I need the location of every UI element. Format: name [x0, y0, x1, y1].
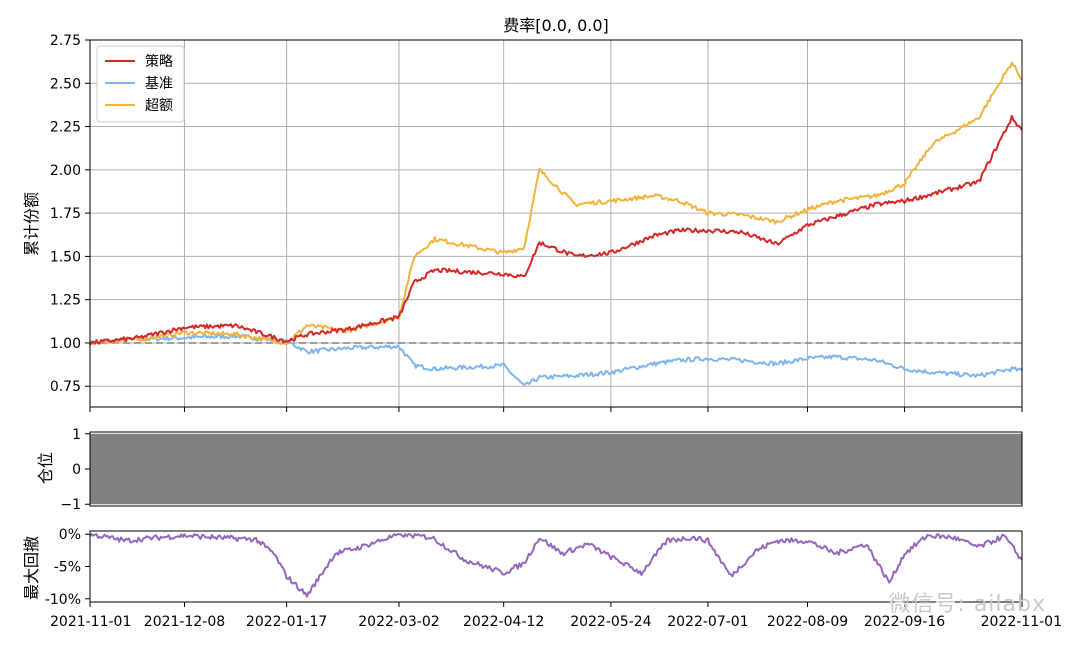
drawdown-x-ticks: 2021-11-01 2021-12-08 2022-01-17 2022-03-02…: [50, 602, 1062, 630]
drawdown-series: [89, 533, 1023, 598]
strategy-line: [89, 114, 1023, 346]
legend: 策略 基准 超额: [96, 45, 185, 123]
y-tick-label: 2.00: [50, 163, 81, 179]
x-tick-label: 2022-09-16: [864, 614, 945, 630]
drawdown-y-tick-label: -5%: [54, 560, 81, 576]
position-fill: [90, 433, 1022, 505]
legend-label-benchmark: 基准: [145, 75, 173, 92]
x-tick-label: 2021-11-01: [50, 614, 131, 630]
x-tick-label: 2022-03-02: [358, 614, 439, 630]
x-tick-label: 2022-04-12: [463, 614, 544, 630]
drawdown-y-tick-label: 0%: [59, 527, 81, 543]
watermark: 微信号: ailabx: [888, 592, 1046, 617]
y-tick-label: 2.75: [50, 33, 81, 49]
main-panel: 费率[0.0, 0.0] 累计份额 0.75 1.00 1.25 1.50 1.75 2.…: [22, 16, 1023, 412]
legend-label-strategy: 策略: [145, 53, 173, 70]
drawdown-panel: 最大回撤 0% -5% -10% 2021-11-01 2021-12-08 2022-…: [22, 527, 1062, 630]
x-tick-label: 2022-08-09: [767, 614, 848, 630]
position-y-ticks: 1 0 −1: [60, 427, 90, 513]
position-panel: 仓位 1 0 −1: [36, 427, 1023, 513]
x-tick-label: 2022-01-17: [246, 614, 327, 630]
main-x-ticks: [89, 407, 1023, 412]
position-y-tick-label: −1: [60, 497, 81, 513]
y-tick-label: 1.75: [50, 206, 81, 222]
drawdown-y-ticks: 0% -5% -10%: [45, 527, 90, 608]
x-tick-label: 2022-05-24: [570, 614, 651, 630]
main-grid: [89, 39, 1023, 407]
main-series: [89, 61, 1023, 386]
position-y-tick-label: 0: [72, 462, 81, 478]
x-tick-label: 2022-11-01: [981, 614, 1062, 630]
y-tick-label: 0.75: [50, 379, 81, 395]
main-ylabel: 累计份额: [22, 192, 41, 256]
drawdown-frame: [89, 530, 1023, 603]
y-tick-label: 2.50: [50, 76, 81, 92]
y-tick-label: 1.00: [50, 336, 81, 352]
legend-label-excess: 超额: [145, 98, 173, 114]
y-tick-label: 1.25: [50, 293, 81, 309]
x-tick-label: 2021-12-08: [144, 614, 225, 630]
position-ylabel: 仓位: [36, 452, 55, 484]
main-y-ticks: 0.75 1.00 1.25 1.50 1.75 2.00 2.25 2.50 2.75: [50, 33, 90, 395]
x-tick-label: 2022-07-01: [667, 614, 748, 630]
benchmark-line: [89, 333, 1023, 386]
position-frame: [89, 431, 1023, 507]
legend-box: [96, 45, 185, 123]
chart-title: 费率[0.0, 0.0]: [503, 16, 609, 35]
drawdown-ylabel: 最大回撤: [22, 536, 41, 600]
drawdown-line: [89, 533, 1023, 598]
y-tick-label: 1.50: [50, 249, 81, 265]
position-y-tick-label: 1: [72, 427, 81, 443]
y-tick-label: 2.25: [50, 120, 81, 136]
drawdown-y-tick-label: -10%: [45, 592, 81, 608]
excess-line: [89, 61, 1023, 346]
main-frame: [89, 39, 1023, 408]
